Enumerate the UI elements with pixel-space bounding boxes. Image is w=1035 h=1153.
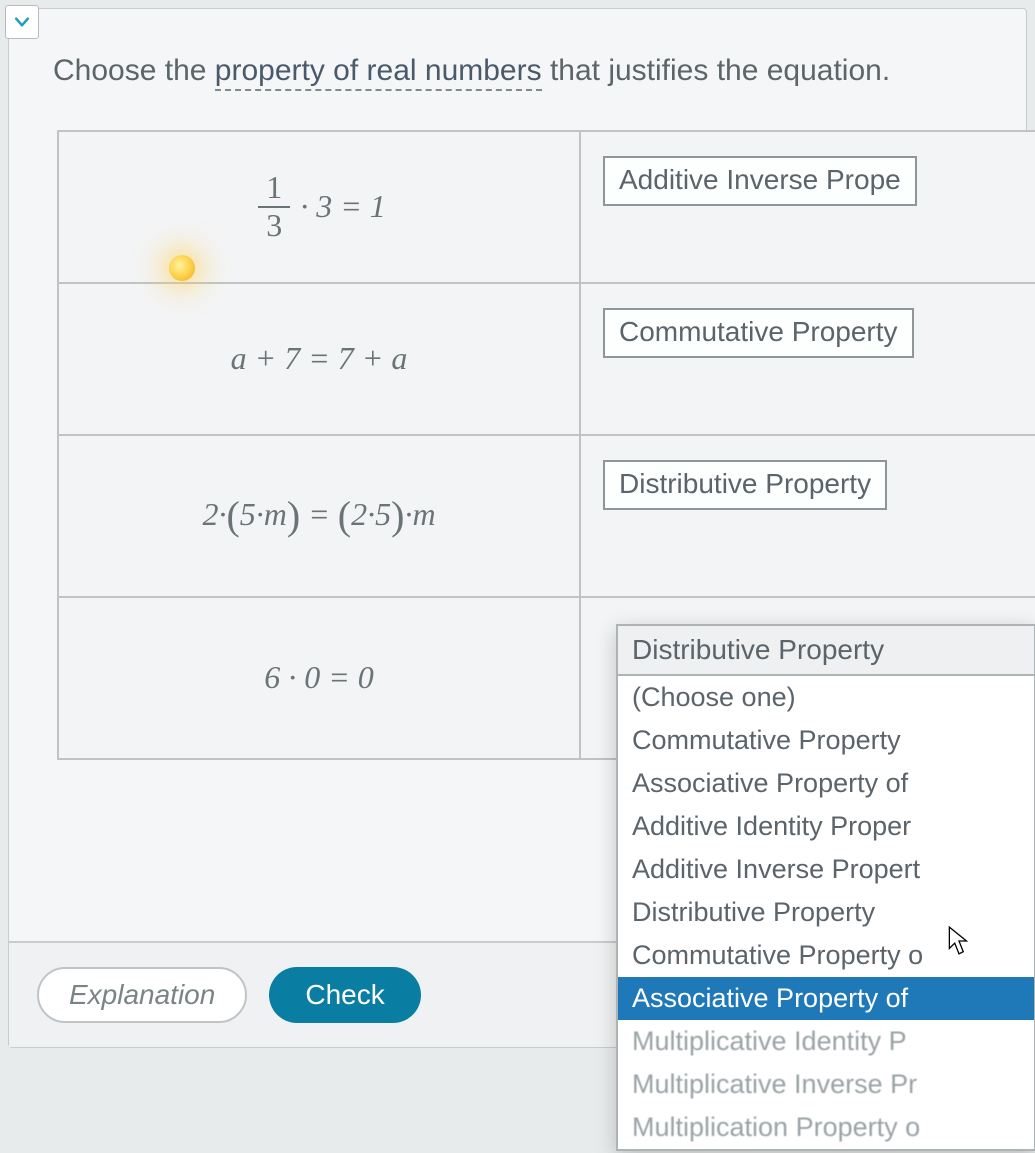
fraction: 1 3	[258, 170, 290, 242]
dropdown-selected[interactable]: Distributive Property	[618, 626, 1034, 676]
property-select[interactable]: Distributive Property	[603, 460, 887, 510]
equation-cell: a + 7 = 7 + a	[59, 284, 579, 434]
property-select[interactable]: Commutative Property	[603, 308, 914, 358]
dropdown-option[interactable]: Distributive Property	[618, 891, 1034, 934]
dropdown-option[interactable]: Commutative Property o	[618, 934, 1034, 977]
equation-cell: 1 3 · 3 = 1	[59, 132, 579, 282]
dropdown-option[interactable]: Additive Identity Proper	[618, 805, 1034, 848]
answer-cell: Additive Inverse Prope	[581, 132, 1035, 282]
check-button[interactable]: Check	[269, 967, 420, 1023]
prompt-link[interactable]: property of real numbers	[215, 54, 542, 91]
prompt-before: Choose the	[53, 54, 215, 87]
question-prompt: Choose the property of real numbers that…	[9, 9, 1026, 120]
table-row: 2·(5·m) = (2·5)·m Distributive Property	[58, 435, 1035, 597]
equation-cell: 6 · 0 = 0	[59, 598, 579, 758]
fraction-numerator: 1	[258, 170, 290, 207]
explanation-button[interactable]: Explanation	[37, 967, 247, 1023]
property-dropdown[interactable]: Distributive Property (Choose one) Commu…	[616, 624, 1035, 1151]
property-select[interactable]: Additive Inverse Prope	[603, 156, 917, 206]
dropdown-option[interactable]: Multiplicative Identity P	[618, 1020, 1034, 1063]
chevron-down-icon	[12, 12, 32, 32]
table-row: 1 3 · 3 = 1 Additive Inverse Prope	[58, 131, 1035, 283]
collapse-toggle[interactable]	[5, 5, 39, 39]
equation-text: 2·(5·m) = (2·5)·m	[202, 492, 435, 539]
answer-cell: Commutative Property	[581, 284, 1035, 434]
pointer-glow	[169, 255, 195, 281]
dropdown-option[interactable]: Additive Inverse Propert	[618, 848, 1034, 891]
table-row: a + 7 = 7 + a Commutative Property	[58, 283, 1035, 435]
answer-cell: Distributive Property	[581, 436, 1035, 596]
fraction-denominator: 3	[258, 208, 290, 243]
dropdown-option[interactable]: Commutative Property	[618, 719, 1034, 762]
dropdown-option-highlighted[interactable]: Associative Property of	[618, 977, 1034, 1020]
equation-cell: 2·(5·m) = (2·5)·m	[59, 436, 579, 596]
equation-text: a + 7 = 7 + a	[231, 340, 408, 377]
dropdown-option[interactable]: Multiplication Property o	[618, 1106, 1034, 1149]
equation-rest: · 3 = 1	[300, 188, 386, 225]
dropdown-option[interactable]: (Choose one)	[618, 676, 1034, 719]
dropdown-option[interactable]: Multiplicative Inverse Pr	[618, 1063, 1034, 1106]
equation-text: 6 · 0 = 0	[264, 659, 374, 696]
prompt-after: that justifies the equation.	[542, 54, 891, 87]
dropdown-option[interactable]: Associative Property of	[618, 762, 1034, 805]
